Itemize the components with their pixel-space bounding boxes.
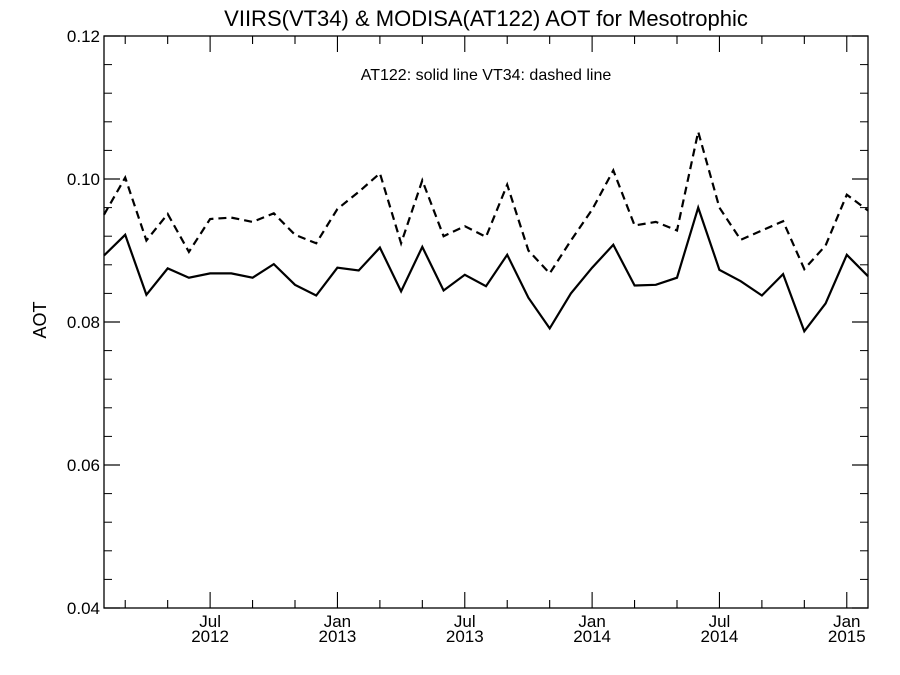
- y-tick-label: 0.12: [67, 27, 100, 46]
- x-tick-label-year: 2012: [191, 627, 229, 646]
- axis-ticks: [104, 35, 868, 609]
- x-tick-label-year: 2014: [701, 627, 739, 646]
- x-tick-label-month: Jan: [324, 612, 351, 631]
- series-lines: [103, 131, 869, 334]
- y-tick-label: 0.10: [67, 170, 100, 189]
- y-axis-label: AOT: [30, 301, 50, 338]
- series-line-at122: [103, 204, 869, 334]
- x-tick-label-year: 2014: [573, 627, 611, 646]
- x-tick-label-month: Jul: [454, 612, 476, 631]
- x-tick-label-month: Jul: [709, 612, 731, 631]
- plot-frame: [103, 35, 869, 609]
- y-tick-label: 0.08: [67, 313, 100, 332]
- y-tick-label: 0.04: [67, 599, 100, 618]
- x-tick-label-month: Jan: [578, 612, 605, 631]
- x-tick-label-month: Jan: [833, 612, 860, 631]
- y-tick-label: 0.06: [67, 456, 100, 475]
- series-line-vt34: [103, 131, 869, 276]
- line-style-annotation: AT122: solid line VT34: dashed line: [361, 67, 612, 84]
- x-tick-label-year: 2013: [319, 627, 357, 646]
- x-tick-label-year: 2015: [828, 627, 866, 646]
- chart-title: VIIRS(VT34) & MODISA(AT122) AOT for Meso…: [224, 6, 748, 31]
- tick-labels: 0.040.060.080.100.12Jul2012Jan2013Jul201…: [67, 27, 866, 646]
- x-tick-label-year: 2013: [446, 627, 484, 646]
- x-tick-label-month: Jul: [199, 612, 221, 631]
